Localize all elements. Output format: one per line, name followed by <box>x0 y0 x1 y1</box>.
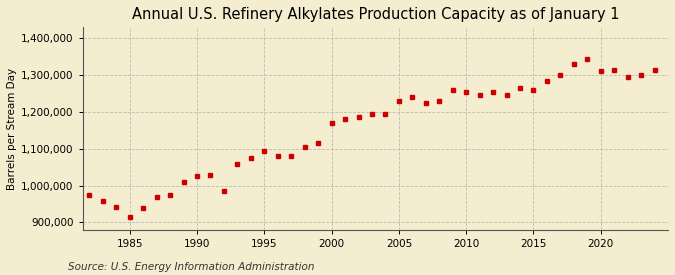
Text: Source: U.S. Energy Information Administration: Source: U.S. Energy Information Administ… <box>68 262 314 272</box>
Y-axis label: Barrels per Stream Day: Barrels per Stream Day <box>7 67 17 189</box>
Title: Annual U.S. Refinery Alkylates Production Capacity as of January 1: Annual U.S. Refinery Alkylates Productio… <box>132 7 619 22</box>
